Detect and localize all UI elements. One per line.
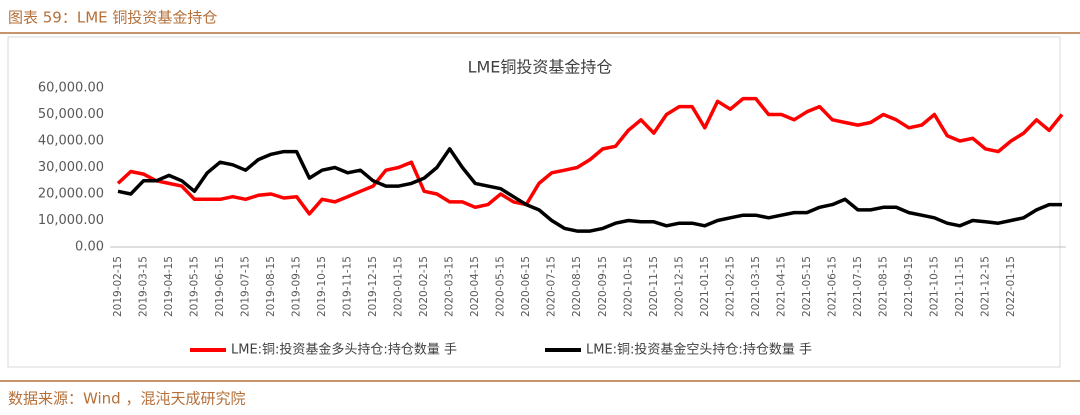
x-tick-label: 2019-06-15	[214, 256, 226, 317]
x-tick-label: 2021-05-15	[801, 256, 813, 317]
x-tick-label: 2019-07-15	[240, 256, 252, 317]
y-tick-label: 0.00	[75, 240, 104, 255]
x-tick-label: 2020-07-15	[546, 256, 558, 317]
x-tick-label: 2019-10-15	[316, 256, 328, 317]
x-tick-label: 2021-07-15	[852, 256, 864, 317]
x-tick-label: 2021-06-15	[826, 256, 838, 317]
y-tick-label: 10,000.00	[38, 213, 104, 228]
x-tick-label: 2020-03-15	[444, 256, 456, 317]
x-tick-label: 2021-12-15	[979, 256, 991, 317]
y-tick-label: 50,000.00	[38, 107, 104, 122]
x-tick-label: 2019-08-15	[265, 256, 277, 317]
x-tick-label: 2019-09-15	[291, 256, 303, 317]
source: 数据来源：Wind ，混沌天成研究院	[8, 390, 245, 408]
y-tick-label: 30,000.00	[38, 160, 104, 175]
x-tick-label: 2021-03-15	[750, 256, 762, 317]
chart-frame	[7, 36, 1061, 368]
series-line	[116, 96, 1064, 216]
x-tick-label: 2022-01-15	[1005, 256, 1017, 317]
x-tick-label: 2019-02-15	[112, 256, 124, 317]
x-tick-label: 2020-11-15	[648, 256, 660, 317]
x-tick-label: 2021-10-15	[928, 256, 940, 317]
x-tick-label: 2020-06-15	[520, 256, 532, 317]
legend-label: LME:铜:投资基金空头持仓:持仓数量 手	[586, 342, 812, 358]
x-tick-label: 2021-04-15	[775, 256, 787, 317]
x-tick-label: 2021-02-15	[724, 256, 736, 317]
series-line	[117, 147, 1062, 233]
x-tick-label: 2020-01-15	[393, 256, 405, 317]
x-tick-label: 2020-10-15	[622, 256, 634, 317]
x-tick-label: 2019-05-15	[189, 256, 201, 317]
x-tick-label: 2021-11-15	[954, 256, 966, 317]
x-tick-label: 2020-09-15	[597, 256, 609, 317]
x-tick-label: 2020-05-15	[495, 256, 507, 317]
x-tick-label: 2019-03-15	[138, 256, 150, 317]
y-tick-label: 60,000.00	[38, 81, 104, 96]
x-tick-label: 2021-08-15	[877, 256, 889, 317]
x-tick-label: 2019-11-15	[342, 256, 354, 317]
y-tick-label: 40,000.00	[38, 134, 104, 149]
x-tick-label: 2019-12-15	[367, 256, 379, 317]
chart-title: LME铜投资基金持仓	[468, 58, 613, 77]
caption: 图表 59：LME 铜投资基金持仓	[8, 9, 217, 27]
x-tick-label: 2020-12-15	[673, 256, 685, 317]
x-tick-label: 2019-04-15	[163, 256, 175, 317]
x-tick-label: 2020-08-15	[571, 256, 583, 317]
legend-label: LME:铜:投资基金多头持仓:持仓数量 手	[231, 342, 457, 358]
x-tick-label: 2020-04-15	[469, 256, 481, 317]
x-tick-label: 2020-02-15	[418, 256, 430, 317]
x-tick-label: 2021-01-15	[699, 256, 711, 317]
y-tick-label: 20,000.00	[38, 187, 104, 202]
x-tick-label: 2021-09-15	[903, 256, 915, 317]
